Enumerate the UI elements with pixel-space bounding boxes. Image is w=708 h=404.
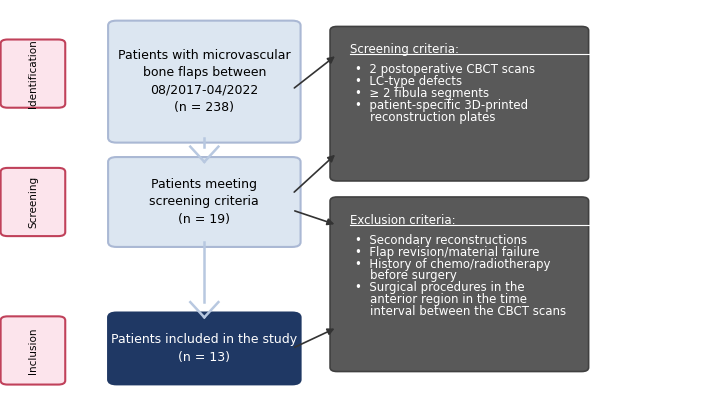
Text: •  patient-specific 3D-printed: • patient-specific 3D-printed <box>355 99 528 112</box>
Text: Patients included in the study
(n = 13): Patients included in the study (n = 13) <box>111 333 297 364</box>
Text: interval between the CBCT scans: interval between the CBCT scans <box>355 305 566 318</box>
FancyBboxPatch shape <box>108 157 301 247</box>
Text: •  Secondary reconstructions: • Secondary reconstructions <box>355 234 527 247</box>
Text: Patients with microvascular
bone flaps between
08/2017-04/2022
(n = 238): Patients with microvascular bone flaps b… <box>118 49 291 114</box>
Text: •  History of chemo/radiotherapy: • History of chemo/radiotherapy <box>355 258 551 271</box>
FancyBboxPatch shape <box>330 27 588 181</box>
Text: •  2 postoperative CBCT scans: • 2 postoperative CBCT scans <box>355 63 535 76</box>
FancyBboxPatch shape <box>1 40 65 108</box>
Text: Identification: Identification <box>28 39 38 108</box>
Text: Screening criteria:: Screening criteria: <box>350 43 459 56</box>
Text: reconstruction plates: reconstruction plates <box>355 111 496 124</box>
Text: Patients meeting
screening criteria
(n = 19): Patients meeting screening criteria (n =… <box>149 178 259 226</box>
FancyBboxPatch shape <box>1 316 65 385</box>
FancyBboxPatch shape <box>330 197 588 372</box>
Text: •  ≥ 2 fibula segments: • ≥ 2 fibula segments <box>355 87 489 100</box>
FancyBboxPatch shape <box>108 313 301 384</box>
FancyBboxPatch shape <box>108 21 301 143</box>
Text: •  Surgical procedures in the: • Surgical procedures in the <box>355 281 525 294</box>
Text: •  LC-type defects: • LC-type defects <box>355 75 462 88</box>
Text: •  Flap revision/material failure: • Flap revision/material failure <box>355 246 540 259</box>
Text: anterior region in the time: anterior region in the time <box>355 293 527 306</box>
FancyBboxPatch shape <box>1 168 65 236</box>
Text: Inclusion: Inclusion <box>28 327 38 374</box>
Text: before surgery: before surgery <box>355 269 457 282</box>
Text: Screening: Screening <box>28 176 38 228</box>
Text: Exclusion criteria:: Exclusion criteria: <box>350 214 455 227</box>
